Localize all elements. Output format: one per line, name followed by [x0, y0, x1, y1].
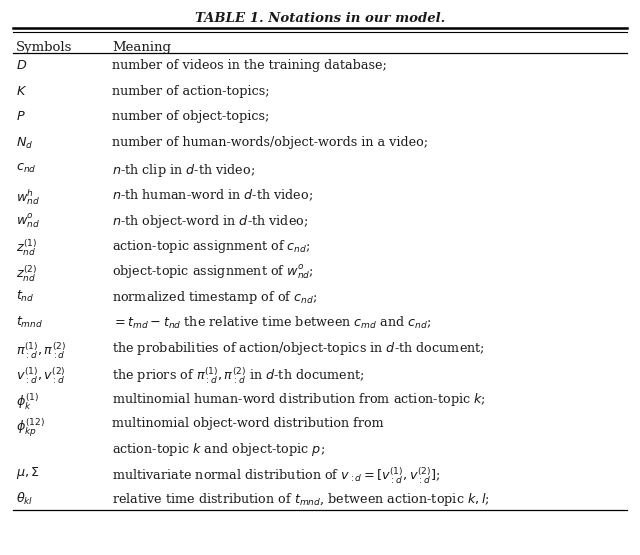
- Text: Symbols: Symbols: [16, 41, 72, 54]
- Text: normalized timestamp of of $c_{nd}$;: normalized timestamp of of $c_{nd}$;: [112, 289, 317, 306]
- Text: $\phi_{k}^{(1)}$: $\phi_{k}^{(1)}$: [16, 391, 39, 412]
- Text: object-topic assignment of $w_{nd}^o$;: object-topic assignment of $w_{nd}^o$;: [112, 264, 314, 281]
- Text: $z_{nd}^{(1)}$: $z_{nd}^{(1)}$: [16, 238, 37, 259]
- Text: $n$-th human-word in $d$-th video;: $n$-th human-word in $d$-th video;: [112, 187, 313, 203]
- Text: action-topic $k$ and object-topic $p$;: action-topic $k$ and object-topic $p$;: [112, 441, 325, 457]
- Text: $K$: $K$: [16, 85, 28, 98]
- Text: TABLE 1. Notations in our model.: TABLE 1. Notations in our model.: [195, 12, 445, 25]
- Text: $D$: $D$: [16, 59, 28, 72]
- Text: $z_{nd}^{(2)}$: $z_{nd}^{(2)}$: [16, 264, 37, 284]
- Text: the probabilities of action/object-topics in $d$-th document;: the probabilities of action/object-topic…: [112, 340, 485, 357]
- Text: $n$-th clip in $d$-th video;: $n$-th clip in $d$-th video;: [112, 162, 255, 179]
- Text: $w_{nd}^h$: $w_{nd}^h$: [16, 187, 40, 206]
- Text: $= t_{md} - t_{nd}$ the relative time between $c_{md}$ and $c_{nd}$;: $= t_{md} - t_{nd}$ the relative time be…: [112, 315, 431, 331]
- Text: relative time distribution of $t_{mnd}$, between action-topic $k, l$;: relative time distribution of $t_{mnd}$,…: [112, 491, 490, 508]
- Text: $\mu, \Sigma$: $\mu, \Sigma$: [16, 465, 40, 481]
- Text: $n$-th object-word in $d$-th video;: $n$-th object-word in $d$-th video;: [112, 213, 308, 230]
- Text: multivariate normal distribution of $v_{:d} = [v_{:d}^{(1)}, v_{:d}^{(2)}]$;: multivariate normal distribution of $v_{…: [112, 465, 440, 486]
- Text: $c_{nd}$: $c_{nd}$: [16, 162, 36, 175]
- Text: number of object-topics;: number of object-topics;: [112, 110, 269, 123]
- Text: $\phi_{kp}^{(12)}$: $\phi_{kp}^{(12)}$: [16, 417, 45, 439]
- Text: number of videos in the training database;: number of videos in the training databas…: [112, 59, 387, 72]
- Text: $N_d$: $N_d$: [16, 136, 33, 151]
- Text: $\pi_{:d}^{(1)}, \pi_{:d}^{(2)}$: $\pi_{:d}^{(1)}, \pi_{:d}^{(2)}$: [16, 340, 66, 361]
- Text: $w_{nd}^o$: $w_{nd}^o$: [16, 213, 40, 230]
- Text: Meaning: Meaning: [112, 41, 171, 54]
- Text: multinomial object-word distribution from: multinomial object-word distribution fro…: [112, 417, 383, 430]
- Text: $\theta_{kl}$: $\theta_{kl}$: [16, 491, 33, 507]
- Text: $t_{mnd}$: $t_{mnd}$: [16, 315, 43, 330]
- Text: number of human-words/object-words in a video;: number of human-words/object-words in a …: [112, 136, 428, 149]
- Text: the priors of $\pi_{:d}^{(1)}, \pi_{:d}^{(2)}$ in $d$-th document;: the priors of $\pi_{:d}^{(1)}, \pi_{:d}^…: [112, 366, 364, 386]
- Text: $t_{nd}$: $t_{nd}$: [16, 289, 35, 304]
- Text: action-topic assignment of $c_{nd}$;: action-topic assignment of $c_{nd}$;: [112, 238, 310, 255]
- Text: number of action-topics;: number of action-topics;: [112, 85, 269, 98]
- Text: $v_{:d}^{(1)}, v_{:d}^{(2)}$: $v_{:d}^{(1)}, v_{:d}^{(2)}$: [16, 366, 66, 386]
- Text: $P$: $P$: [16, 110, 26, 123]
- Text: multinomial human-word distribution from action-topic $k$;: multinomial human-word distribution from…: [112, 391, 486, 408]
